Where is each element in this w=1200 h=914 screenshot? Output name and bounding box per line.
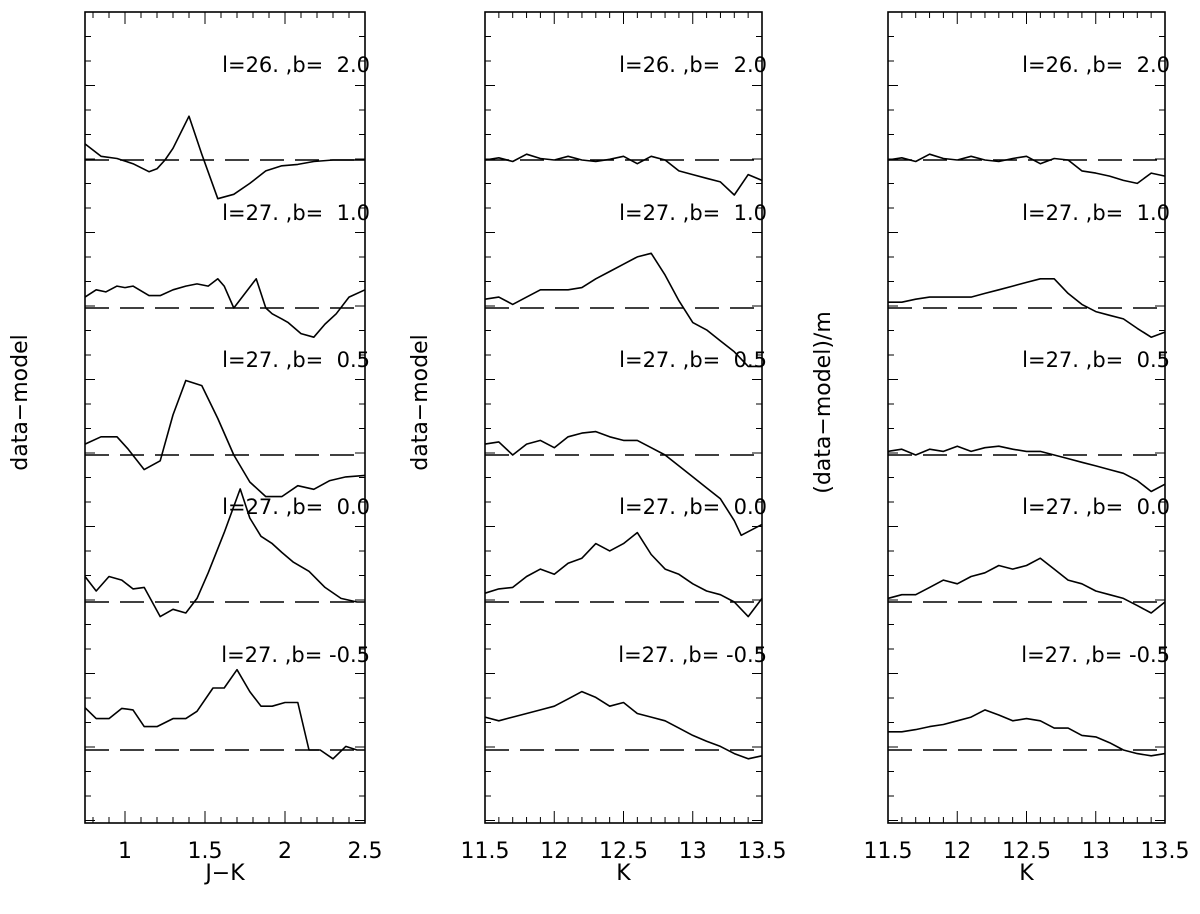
- residual-line-2: [84, 277, 366, 339]
- residual-line-5: [84, 668, 365, 760]
- panel-3: 11.5 12 12.5 13 13.5 K (data−model)/m l=26. ,b=…: [811, 11, 1190, 886]
- y-axis-label: data−model: [8, 334, 33, 471]
- plot-frame: [84, 11, 366, 824]
- y-axis-label: data−model: [408, 334, 433, 471]
- x-tick-label: 11.5: [461, 839, 510, 864]
- residual-line-5: [484, 690, 763, 760]
- x-tick-label: 2.5: [348, 839, 383, 864]
- residual-line-5: [888, 709, 1166, 757]
- x-tick-label: 13.5: [738, 839, 787, 864]
- x-tick-label: 12.5: [1002, 839, 1051, 864]
- field-label: l=27. ,b= -0.5: [618, 643, 767, 667]
- x-tick-label: 12: [540, 839, 568, 864]
- x-tick-label: 1.5: [188, 839, 223, 864]
- field-label: l=27. ,b= 1.0: [222, 201, 370, 225]
- residual-line-3: [887, 445, 1166, 493]
- field-label: l=26. ,b= 2.0: [222, 53, 370, 77]
- residual-line-1: [887, 153, 1166, 185]
- field-label: l=26. ,b= 2.0: [1022, 53, 1170, 77]
- residual-line-3: [484, 430, 763, 537]
- residual-line-3: [84, 379, 366, 498]
- residual-line-1: [84, 115, 365, 200]
- residual-line-4: [887, 557, 1166, 614]
- x-tick-label: 13: [1082, 839, 1110, 864]
- x-tick-label: 11.5: [864, 839, 913, 864]
- panel-1: 1 1.5 2 2.5 J−K data−model l=26. ,b= 2.0 l=27. …: [8, 11, 383, 886]
- field-label: l=26. ,b= 2.0: [619, 53, 767, 77]
- residual-line-4: [84, 488, 365, 618]
- residual-line-1: [484, 153, 763, 196]
- residual-line-2: [888, 277, 1166, 339]
- field-label: l=27. ,b= 0.5: [222, 348, 370, 372]
- field-label: l=27. ,b= 0.0: [619, 495, 767, 519]
- field-label: l=27. ,b= 0.5: [619, 348, 767, 372]
- field-label: l=27. ,b= 0.0: [222, 495, 370, 519]
- field-label: l=27. ,b= 1.0: [619, 201, 767, 225]
- field-label: l=27. ,b= -0.5: [1021, 643, 1170, 667]
- x-tick-label: 2: [278, 839, 292, 864]
- field-label: l=27. ,b= 1.0: [1022, 201, 1170, 225]
- x-tick-label: 12: [943, 839, 971, 864]
- y-axis-label: (data−model)/m: [811, 311, 836, 494]
- x-axis-label: J−K: [203, 861, 245, 886]
- x-tick-label: 13.5: [1141, 839, 1190, 864]
- plot-frame: [887, 11, 1166, 824]
- field-label: l=27. ,b= 0.5: [1022, 348, 1170, 372]
- field-label: l=27. ,b= 0.0: [1022, 495, 1170, 519]
- residual-line-4: [484, 531, 763, 618]
- x-tick-label: 13: [679, 839, 707, 864]
- residual-line-2: [484, 252, 762, 368]
- plot-frame: [484, 11, 763, 824]
- field-label: l=27. ,b= -0.5: [221, 643, 370, 667]
- x-tick-label: 12.5: [599, 839, 648, 864]
- x-axis-label: K: [1019, 861, 1034, 886]
- x-tick-label: 1: [118, 839, 132, 864]
- x-axis-label: K: [616, 861, 631, 886]
